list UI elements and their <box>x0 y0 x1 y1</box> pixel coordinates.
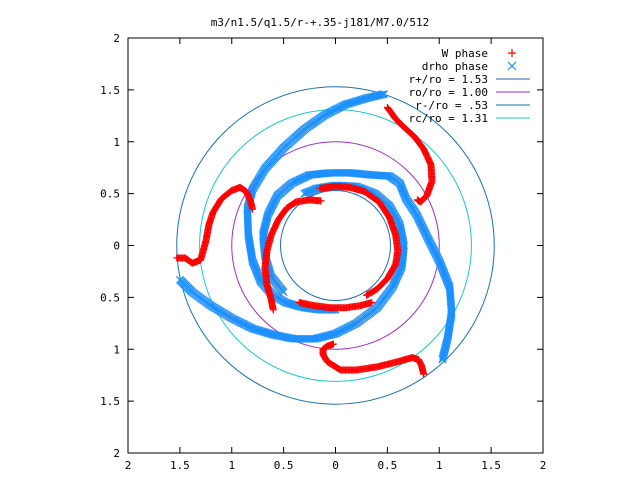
w-phase-point <box>317 197 325 205</box>
ref-circle-ro <box>231 141 440 350</box>
drho-phase-point <box>300 189 309 198</box>
y-tick-label: 2 <box>113 32 120 45</box>
y-tick-label: 1 <box>113 343 120 356</box>
y-tick-label: 1.5 <box>100 84 120 97</box>
x-tick-label: 2 <box>540 459 547 472</box>
reference-circles <box>176 86 495 405</box>
drho-phase-point <box>344 99 353 108</box>
legend-label: ro/ro = 1.00 <box>409 86 488 99</box>
legend-label: drho phase <box>422 60 488 73</box>
x-tick-label: 1.5 <box>170 459 190 472</box>
drho-phase-point <box>343 100 352 108</box>
w-phase-point <box>249 205 256 213</box>
drho-phase-point <box>396 222 405 231</box>
data-points <box>173 90 456 378</box>
ref-circle-r <box>176 86 495 405</box>
x-tick-label: 0 <box>332 459 339 472</box>
axis-ticks: 2 1.5 1 0.5 0 0.5 1 1.5 221.510.500.511.52 <box>100 32 546 472</box>
w-phase-point <box>364 291 372 299</box>
y-tick-label: 0.5 <box>100 291 120 304</box>
x-tick-label: 0.5 <box>377 459 397 472</box>
w-phase-point <box>363 291 371 299</box>
x-tick-label: 1 <box>436 459 443 472</box>
legend-label: r-/ro = .53 <box>415 99 488 112</box>
x-tick-label: 1 <box>228 459 235 472</box>
w-phase-point <box>329 340 337 348</box>
y-tick-label: 1.5 <box>100 395 120 408</box>
legend-label: W phase <box>442 47 488 60</box>
y-tick-label: 0.5 <box>100 188 120 201</box>
legend-label: r+/ro = 1.53 <box>409 73 488 86</box>
y-tick-label: 1 <box>113 136 120 149</box>
ref-circle-r <box>280 190 391 301</box>
legend-label: rc/ro = 1.31 <box>409 112 488 125</box>
w-phase-point <box>295 299 303 307</box>
legend-key-drho-phase <box>507 61 517 71</box>
w-phase-point <box>413 196 421 204</box>
legend-key-w-phase <box>508 49 516 57</box>
x-tick-label: 1.5 <box>481 459 501 472</box>
x-tick-label: 2 <box>125 459 132 472</box>
chart-title: m3/n1.5/q1.5/r-+.35-j181/M7.0/512 <box>211 16 430 29</box>
y-tick-label: 0 <box>113 240 120 253</box>
x-tick-label: 0.5 <box>274 459 294 472</box>
drho-phase-point <box>279 288 288 297</box>
drho-phase-point <box>330 330 339 338</box>
y-tick-label: 2 <box>113 447 120 460</box>
